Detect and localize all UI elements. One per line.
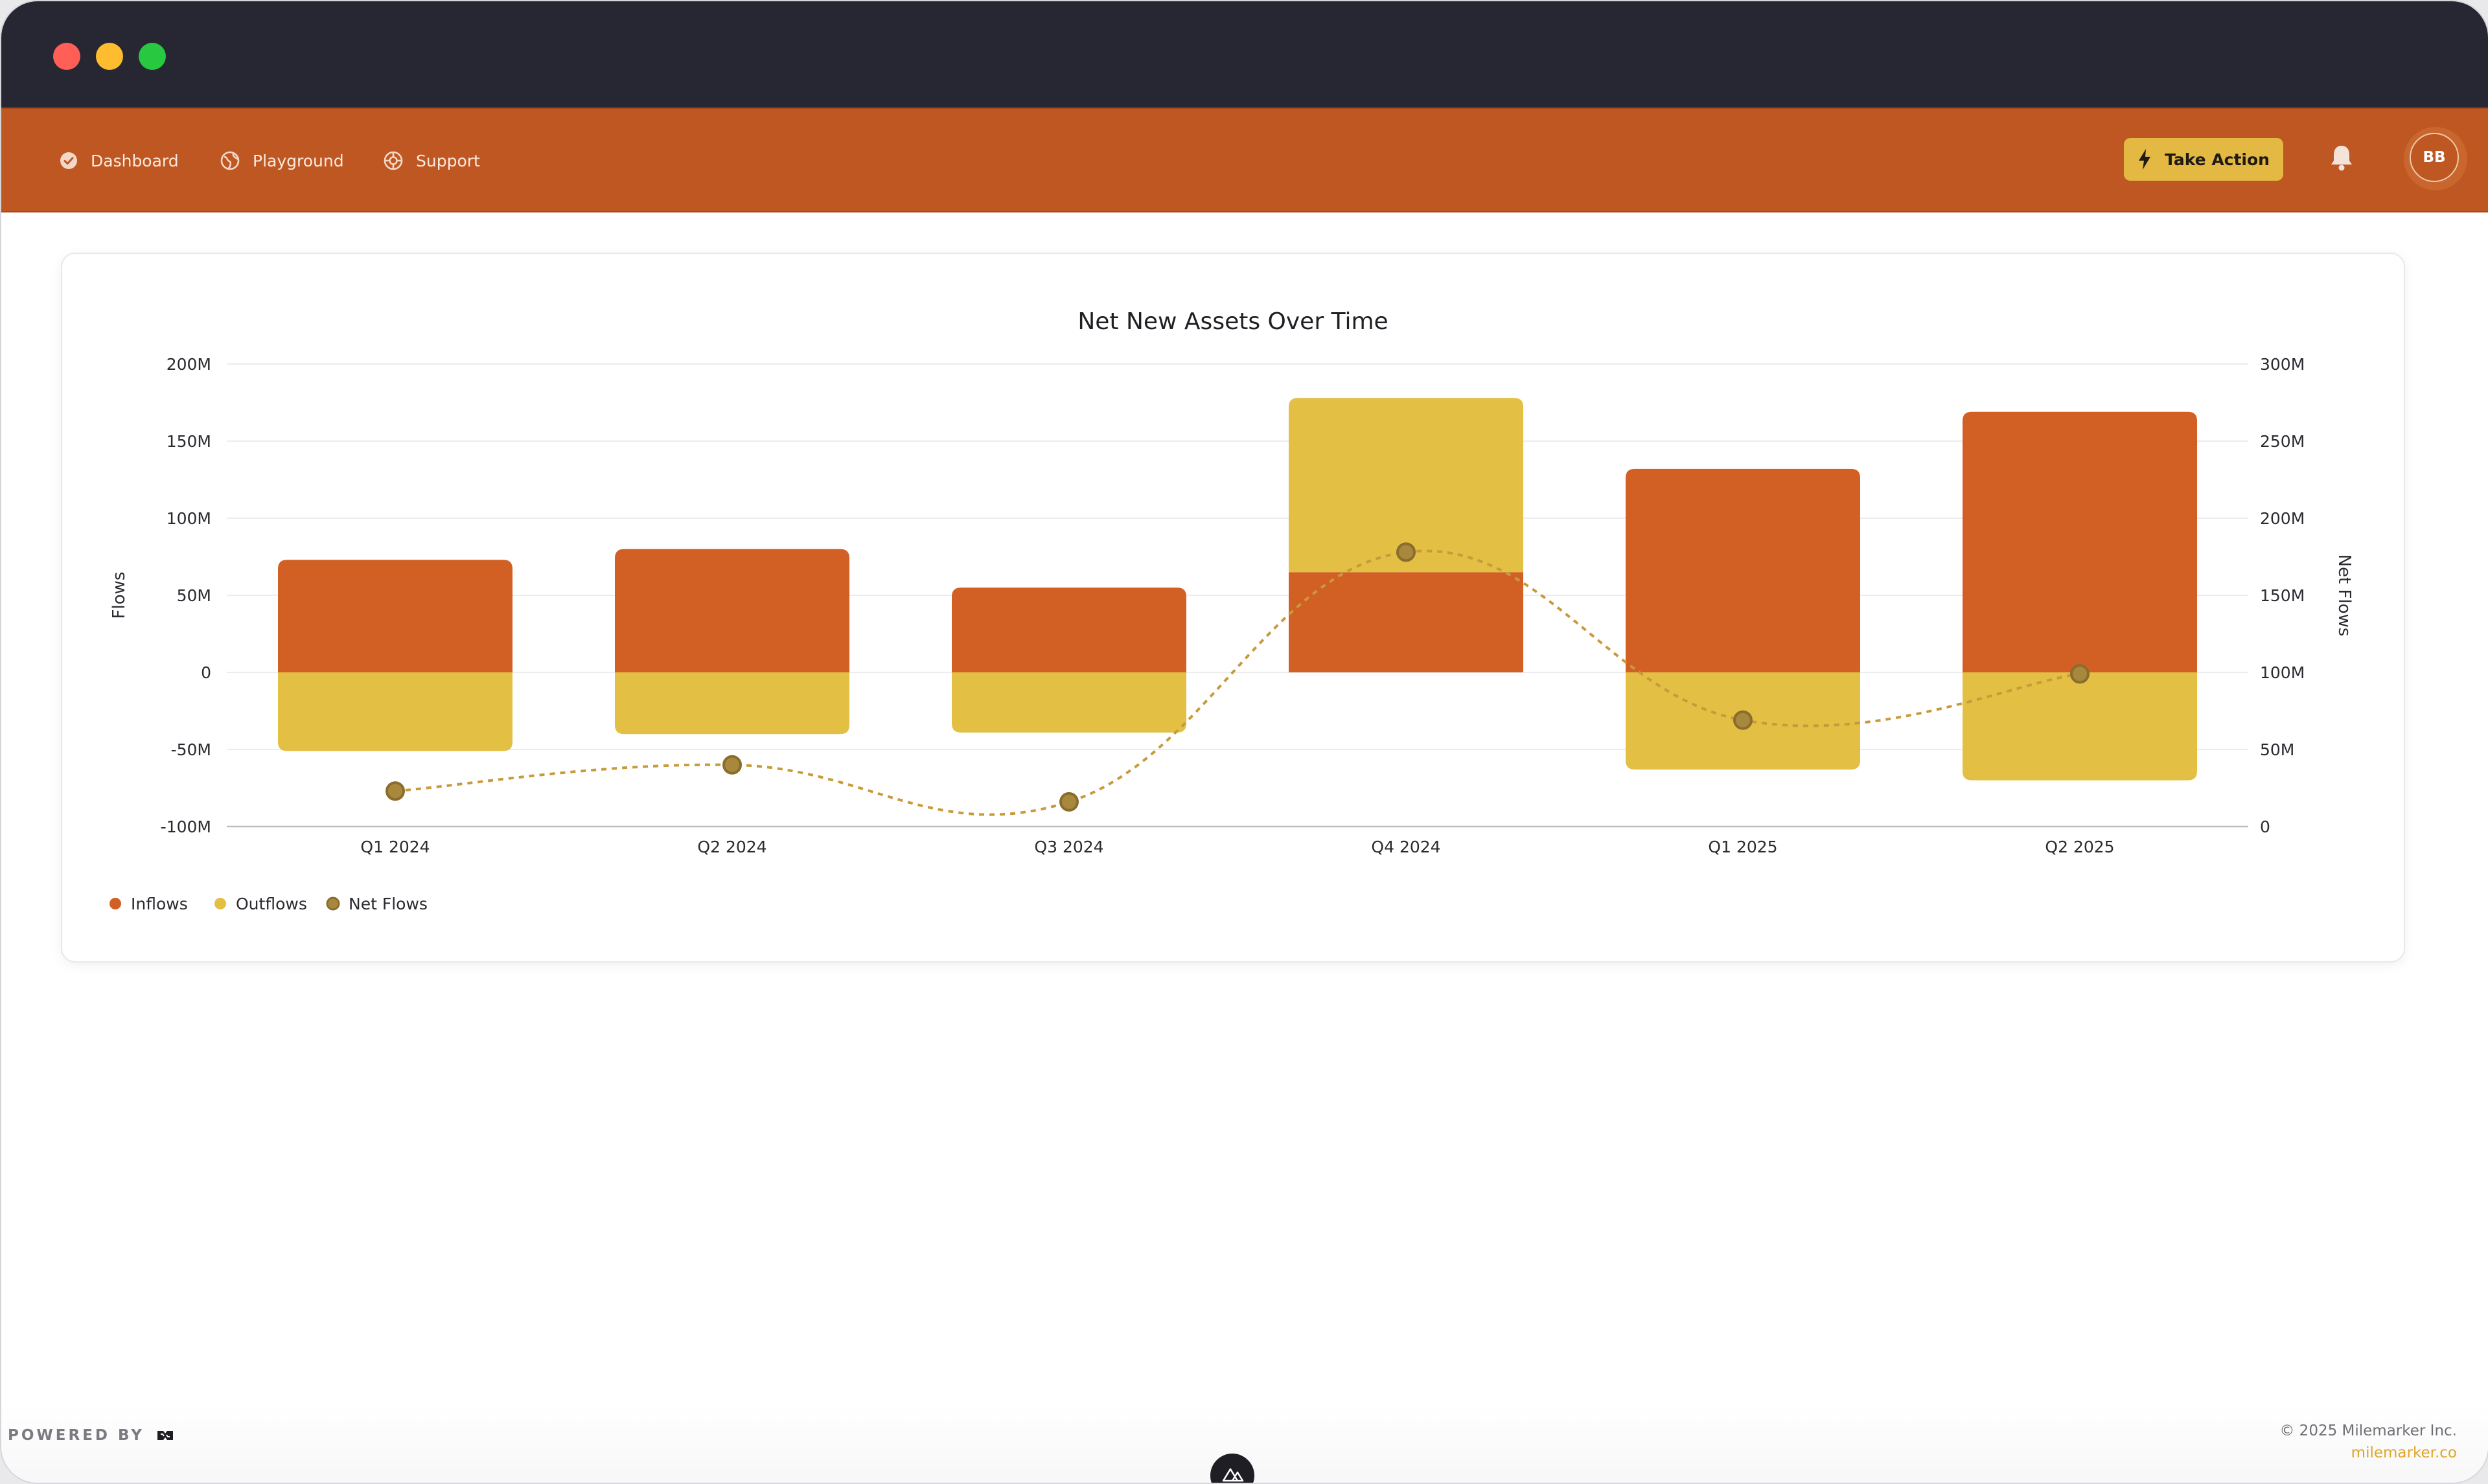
outflow-bar <box>615 672 849 735</box>
y-tick-label: -100M <box>161 817 211 836</box>
net-flows-point <box>1059 792 1079 812</box>
nav-item-dashboard[interactable]: Dashboard <box>60 148 179 174</box>
x-tick-label: Q1 2024 <box>360 838 430 856</box>
y-tick-label: 150M <box>167 432 211 451</box>
bell-icon[interactable] <box>2329 143 2355 172</box>
take-action-button[interactable]: Take Action <box>2124 138 2283 181</box>
y2-tick-label: 200M <box>2260 509 2305 528</box>
top-navigation: Dashboard Playground Support Take Action <box>1 108 2488 212</box>
milemarker-link[interactable]: milemarker.co <box>2351 1444 2457 1461</box>
net-flows-line <box>395 549 2080 816</box>
y2-tick-label: 150M <box>2260 586 2305 605</box>
nuxt-devtools-button[interactable] <box>1210 1454 1254 1483</box>
outflow-bar <box>952 672 1186 733</box>
y2-tick-label: 250M <box>2260 432 2305 451</box>
copyright-text: © 2025 Milemarker Inc. <box>2279 1422 2457 1439</box>
avatar: BB <box>2410 133 2459 182</box>
legend-net-flows-marker <box>326 896 340 911</box>
powered-by-label: POWERED BY <box>8 1427 144 1444</box>
nuxt-icon <box>1222 1468 1244 1482</box>
y-tick-label: 0 <box>201 663 211 682</box>
check-circle-icon <box>60 152 77 169</box>
inflow-bar <box>1963 411 2197 672</box>
y2-axis-label: Net Flows <box>2334 554 2354 637</box>
take-action-label: Take Action <box>2165 150 2270 169</box>
x-tick-label: Q1 2025 <box>1708 838 1777 856</box>
lifebuoy-icon <box>384 151 403 170</box>
legend-net-flows-label: Net Flows <box>349 895 428 913</box>
legend-outflows-label: Outflows <box>236 895 307 913</box>
net-flows-point <box>2070 664 2090 684</box>
outflow-bar <box>1289 398 1523 573</box>
y-tick-label: -50M <box>171 740 211 759</box>
nav-item-playground[interactable]: Playground <box>220 148 344 174</box>
net-flows-point <box>1396 542 1416 562</box>
milemarker-logo-icon <box>157 1431 173 1440</box>
y-tick-label: 50M <box>177 586 211 605</box>
y2-tick-label: 0 <box>2260 817 2270 836</box>
globe-icon <box>220 151 240 170</box>
x-tick-label: Q4 2024 <box>1371 838 1440 856</box>
nav-item-label: Dashboard <box>91 151 179 170</box>
chart-title: Net New Assets Over Time <box>1077 308 1388 335</box>
net-flows-point <box>386 781 405 801</box>
powered-by: POWERED BY <box>8 1427 174 1444</box>
outflow-bar <box>1963 672 2197 781</box>
x-tick-label: Q3 2024 <box>1034 838 1103 856</box>
avatar-button[interactable]: BB <box>2404 127 2467 190</box>
chart-card: Net New Assets Over Time 200M 300M 150M 250M… <box>61 253 2405 963</box>
legend-inflows-label: Inflows <box>131 895 188 913</box>
lightning-icon <box>2139 149 2150 170</box>
inflow-bar <box>1289 572 1523 672</box>
inflow-bar <box>278 560 513 672</box>
outflow-bar <box>278 672 513 751</box>
inflow-bar <box>952 588 1186 672</box>
net-flows-point <box>722 755 742 775</box>
maximize-window-button[interactable] <box>139 43 166 70</box>
y2-tick-label: 50M <box>2260 740 2294 759</box>
x-tick-label: Q2 2025 <box>2045 838 2114 856</box>
inflow-bar <box>615 549 849 672</box>
nav-item-label: Support <box>416 151 480 170</box>
minimize-window-button[interactable] <box>96 43 123 70</box>
net-new-assets-chart: Net New Assets Over Time 200M 300M 150M 250M… <box>109 308 2354 913</box>
legend-outflows-marker <box>214 898 226 909</box>
y-tick-label: 100M <box>167 509 211 528</box>
y-tick-label: 200M <box>167 355 211 374</box>
y2-tick-label: 300M <box>2260 355 2305 374</box>
y2-tick-label: 100M <box>2260 663 2305 682</box>
x-tick-label: Q2 2024 <box>697 838 766 856</box>
nav-item-label: Playground <box>253 151 344 170</box>
title-bar <box>1 1 2488 108</box>
inflow-bar <box>1626 468 1860 672</box>
net-flows-point <box>1733 710 1753 730</box>
close-window-button[interactable] <box>53 43 80 70</box>
y-axis-label: Flows <box>109 572 129 619</box>
legend-inflows-marker <box>109 898 121 909</box>
nav-item-support[interactable]: Support <box>384 148 480 174</box>
